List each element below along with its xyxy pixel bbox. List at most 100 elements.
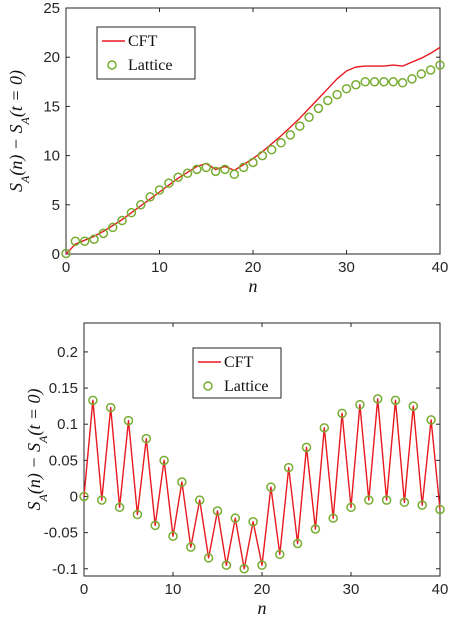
bottom-series-lattice-point [381,495,392,505]
top-series-lattice-point [435,60,445,70]
top-legend-entry-lattice: Lattice [128,57,172,74]
top-series-lattice-point [220,164,230,175]
bottom-series-lattice-point [399,497,410,508]
top-series-lattice-point [79,236,90,246]
top-series-lattice-point [351,80,361,90]
bottom-x-tick-label: 20 [254,581,271,598]
top-series-lattice-point [285,130,296,140]
bottom-legend-entry-cft: CFT [224,354,254,371]
top-series-lattice-point [332,89,342,100]
bottom-series-lattice-point [364,495,374,505]
top-series-lattice-point [117,215,127,226]
bottom-series-lattice-point [159,455,169,466]
bottom-series-lattice-point [168,531,178,541]
bottom-series-lattice-point [372,394,383,404]
bottom-y-tick-label: 0 [70,488,78,505]
bottom-series-lattice-point [257,560,267,570]
bottom-series-lattice-point [435,504,445,515]
top-x-tick-label: 20 [245,259,262,276]
bottom-series-lattice-point [283,462,294,473]
top-series-lattice-point [201,162,211,173]
top-series-lattice-point [173,172,183,182]
bottom-series-lattice-point [150,520,160,531]
bottom-series-lattice-point [310,524,321,534]
top-series-lattice-point [238,162,249,173]
bottom-series-lattice-point [426,415,436,425]
top-y-tick-label: 15 [43,98,60,115]
top-series-lattice-point [304,112,314,122]
bottom-series-lattice-point [123,415,134,426]
top-y-tick-label: 5 [52,197,60,214]
bottom-series-lattice-point [275,549,285,560]
top-y-tick-label: 10 [43,148,60,165]
top-series-lattice-point [61,248,71,259]
top-series-lattice-point [416,69,427,79]
bottom-y-tick-label: -0.1 [52,561,78,578]
top-x-axis-label: n [249,276,258,296]
top-series-lattice-point [257,150,268,161]
bottom-series-lattice-point [266,482,276,492]
top-legend-box [96,26,196,80]
top-series-lattice-point [182,168,193,179]
bottom-series-lattice-point [301,442,312,453]
bottom-series-lattice-point [292,538,303,549]
top-series-lattice-point [98,228,109,239]
bottom-series-lattice-point [194,495,205,505]
top-series-lattice-point [229,169,240,180]
bottom-series-lattice-point [105,402,116,413]
bottom-y-tick-label: 0.05 [49,452,78,469]
bottom-series-lattice-point [221,560,232,570]
top-series-lattice-point [266,144,277,155]
top-series-lattice-point [360,77,370,87]
top-series-lattice-point [192,164,202,175]
top-series-lattice-point [379,77,389,87]
top-series-lattice-point [210,166,221,177]
bottom-series-lattice-point [79,491,89,502]
bottom-legend-marker-swatch [203,381,213,391]
top-series-lattice-point [397,78,408,88]
bottom-series-lattice-point [177,477,187,487]
bottom-series-lattice-point [355,399,365,410]
top-series-lattice-point [70,236,81,246]
top-series-lattice-point [248,157,258,168]
bottom-y-tick-label: 0.2 [57,344,78,361]
bottom-x-tick-label: 40 [432,581,449,598]
top-series-lattice-point [164,178,174,188]
top-x-tick-label: 40 [432,259,449,276]
top-series-lattice-point [313,103,324,114]
bottom-y-tick-label: 0.1 [57,416,78,433]
bottom-series-lattice-point [141,433,152,444]
top-legend-marker-swatch [107,60,117,70]
bottom-series-lattice-point [337,408,347,419]
top-series-lattice-point [341,83,352,94]
top-series-lattice-point [145,192,155,202]
top-x-tick-label: 0 [62,259,70,276]
bottom-series-lattice-point [346,502,356,513]
top-series-lattice-point [276,138,286,148]
bottom-series-lattice-point [132,509,143,520]
bottom-x-tick-label: 10 [165,581,182,598]
top-series-lattice-point [295,121,305,131]
bottom-series-lattice-point [390,395,401,406]
bottom-x-tick-label: 0 [80,581,88,598]
top-series-lattice-point [425,65,436,75]
bottom-series-lattice-point [408,401,419,411]
bottom-y-axis-label: SA(n) − SA(t = 0) [24,389,50,511]
bottom-chart: 0 10 20 30 40 -0.1 -0.05 0 0.05 0.1 0.15 0.2 n SA(n) … [24,322,449,618]
bottom-series-lattice-point [212,506,223,516]
bottom-series-lattice-point [248,517,258,527]
bottom-x-axis-label: n [258,598,267,618]
bottom-series-cft-line [83,398,441,570]
top-series-lattice-point [323,95,333,106]
top-series-lattice-point [108,222,118,233]
bottom-series-lattice-point [203,553,214,563]
top-series-lattice-point [388,77,398,87]
top-series-lattice-point [89,234,99,244]
bottom-series-lattice-point [88,395,98,406]
bottom-series-lattice-point [417,500,427,510]
top-y-tick-label: 0 [52,246,60,263]
top-y-tick-label: 20 [43,49,60,66]
bottom-series-lattice-point [230,513,241,523]
top-x-tick-label: 30 [338,259,355,276]
